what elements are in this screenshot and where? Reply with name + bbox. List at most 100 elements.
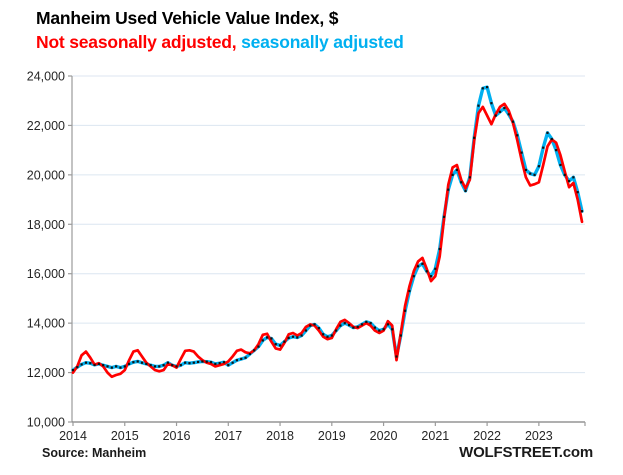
sa-marker [542,146,545,149]
sa-marker [97,362,100,366]
sa-marker [102,364,105,367]
source-note: Source: Manheim [42,446,147,460]
sa-marker [244,356,247,359]
sa-marker [498,110,502,113]
sa-marker [490,102,493,105]
sa-marker [89,362,92,365]
sa-marker [132,361,135,364]
sa-marker [175,365,178,368]
y-tick-label: 18,000 [27,218,65,232]
sa-marker [145,362,148,366]
sa-marker [240,357,243,361]
sa-marker [477,104,480,107]
sa-marker [369,322,372,325]
sa-marker [231,361,234,364]
sa-marker [274,343,277,346]
sa-marker [296,336,299,339]
sa-marker [205,360,208,363]
sa-marker [339,324,342,327]
sa-marker [248,352,251,356]
sa-marker [460,181,463,184]
sa-marker [115,365,118,368]
sa-marker [559,163,562,167]
x-tick-label: 2015 [111,429,139,443]
sa-marker [71,369,75,372]
sa-marker [278,344,282,347]
sa-marker [335,329,338,332]
y-tick-label: 24,000 [27,70,65,84]
sa-marker [360,323,364,326]
sa-marker [209,361,213,364]
sa-marker [347,324,351,327]
sa-marker [140,361,144,364]
sa-marker [567,179,571,183]
sa-marker [533,173,536,176]
x-tick-label: 2014 [59,429,87,443]
sa-marker [537,165,540,168]
x-tick-label: 2022 [473,429,501,443]
sa-marker [473,136,476,139]
sa-marker [106,365,109,368]
y-tick-label: 12,000 [27,366,65,380]
sa-marker [179,364,182,367]
sa-marker [399,334,402,337]
sa-marker [503,107,506,110]
sa-marker [235,359,239,362]
sa-marker [257,345,260,348]
sa-marker [309,324,312,327]
sa-marker [119,366,122,369]
sa-marker [386,323,389,326]
sa-marker [80,363,83,366]
sa-marker [486,86,489,89]
sa-marker [218,362,221,365]
y-tick-label: 10,000 [27,416,65,430]
sa-marker [253,349,256,352]
sa-marker [162,364,165,367]
sa-marker [442,215,446,218]
sa-marker [158,365,161,368]
sa-marker [447,188,450,191]
x-tick-label: 2021 [421,429,449,443]
sa-marker [136,360,139,363]
sa-marker [511,120,515,123]
sa-marker [412,275,415,278]
sa-marker [429,275,433,278]
sa-marker [317,326,320,330]
sa-marker [76,366,79,369]
x-tick-label: 2017 [214,429,242,443]
x-tick-label: 2018 [266,429,294,443]
sa-marker [365,320,368,324]
sa-marker [201,360,204,363]
x-tick-label: 2020 [370,429,398,443]
sa-marker [378,329,381,332]
chart-legend: Not seasonally adjusted, seasonally adju… [36,32,404,53]
sa-marker [291,335,295,338]
sa-marker [184,361,187,364]
sa-marker [313,323,316,326]
sa-marker [110,366,113,369]
sa-marker [343,322,346,325]
sa-marker [322,333,325,336]
sa-marker [287,336,290,340]
sa-marker [434,267,437,270]
sa-marker [214,362,217,366]
sa-marker [352,326,355,329]
sa-marker [171,364,174,367]
sa-marker [529,172,532,175]
sa-marker [326,335,329,338]
sa-marker [330,334,333,337]
sa-marker [546,131,549,134]
sa-marker [188,362,191,365]
sa-marker [84,361,88,364]
sa-marker [481,87,484,90]
sa-marker [563,173,566,176]
sa-marker [270,337,273,340]
sa-marker [123,365,126,368]
sa-marker [356,325,359,328]
sa-marker [576,191,579,194]
sa-marker [127,362,131,366]
sa-marker [395,355,398,358]
sa-marker [416,265,420,268]
